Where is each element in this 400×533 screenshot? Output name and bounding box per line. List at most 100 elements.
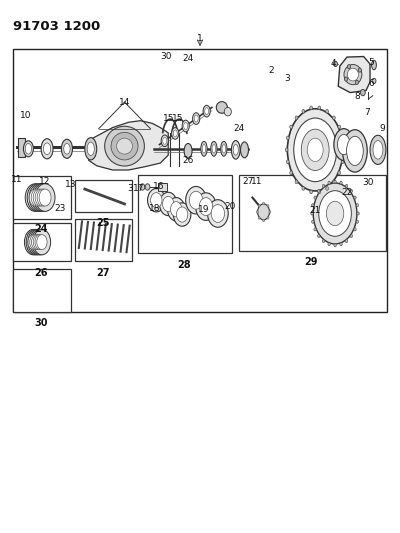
Text: 3: 3 bbox=[128, 183, 134, 192]
Circle shape bbox=[140, 184, 145, 190]
Ellipse shape bbox=[373, 141, 383, 159]
Bar bbox=[13, 269, 71, 312]
Text: 26: 26 bbox=[182, 156, 194, 165]
Circle shape bbox=[358, 68, 361, 72]
Ellipse shape bbox=[285, 148, 288, 152]
Bar bbox=[13, 223, 71, 261]
Ellipse shape bbox=[29, 184, 49, 212]
Ellipse shape bbox=[354, 196, 356, 199]
Ellipse shape bbox=[199, 198, 213, 215]
Ellipse shape bbox=[203, 106, 210, 117]
Text: 19: 19 bbox=[198, 205, 210, 214]
Text: 15: 15 bbox=[162, 114, 174, 123]
Text: 26: 26 bbox=[34, 268, 48, 278]
Ellipse shape bbox=[312, 220, 314, 223]
Ellipse shape bbox=[357, 212, 359, 215]
Ellipse shape bbox=[24, 141, 33, 157]
Ellipse shape bbox=[350, 189, 352, 192]
Ellipse shape bbox=[35, 235, 45, 249]
Ellipse shape bbox=[332, 116, 335, 119]
Text: 27: 27 bbox=[96, 268, 110, 278]
Ellipse shape bbox=[302, 109, 305, 113]
Ellipse shape bbox=[33, 229, 51, 255]
Ellipse shape bbox=[161, 135, 168, 147]
Ellipse shape bbox=[87, 142, 94, 156]
Bar bbox=[13, 176, 71, 219]
Ellipse shape bbox=[338, 134, 350, 155]
Ellipse shape bbox=[313, 183, 357, 244]
Text: 10: 10 bbox=[20, 111, 31, 120]
Ellipse shape bbox=[29, 189, 41, 206]
Ellipse shape bbox=[269, 211, 271, 213]
Ellipse shape bbox=[338, 171, 341, 175]
Ellipse shape bbox=[105, 126, 144, 166]
Ellipse shape bbox=[30, 229, 47, 255]
Ellipse shape bbox=[322, 184, 325, 188]
Ellipse shape bbox=[35, 184, 55, 212]
Ellipse shape bbox=[328, 181, 330, 184]
Ellipse shape bbox=[27, 184, 47, 212]
Ellipse shape bbox=[295, 180, 298, 184]
Ellipse shape bbox=[356, 220, 358, 223]
Ellipse shape bbox=[222, 144, 226, 153]
Ellipse shape bbox=[25, 184, 45, 212]
Ellipse shape bbox=[211, 141, 217, 156]
Ellipse shape bbox=[61, 139, 72, 158]
Ellipse shape bbox=[196, 193, 216, 220]
Text: 7: 7 bbox=[364, 108, 370, 117]
Ellipse shape bbox=[211, 205, 224, 222]
Bar bbox=[138, 175, 232, 253]
Ellipse shape bbox=[258, 204, 270, 220]
Ellipse shape bbox=[287, 109, 343, 191]
Ellipse shape bbox=[24, 229, 42, 255]
Ellipse shape bbox=[346, 136, 363, 165]
Ellipse shape bbox=[208, 200, 228, 227]
Ellipse shape bbox=[30, 235, 40, 249]
Ellipse shape bbox=[44, 143, 51, 155]
Text: 12: 12 bbox=[39, 177, 51, 186]
Ellipse shape bbox=[26, 229, 44, 255]
Ellipse shape bbox=[286, 160, 289, 164]
Ellipse shape bbox=[111, 132, 138, 160]
Text: 14: 14 bbox=[119, 98, 130, 107]
Polygon shape bbox=[89, 120, 168, 170]
Ellipse shape bbox=[194, 115, 198, 122]
Ellipse shape bbox=[37, 189, 49, 206]
Ellipse shape bbox=[312, 204, 314, 207]
Text: 5: 5 bbox=[368, 58, 374, 67]
Ellipse shape bbox=[39, 189, 51, 206]
Ellipse shape bbox=[318, 189, 320, 192]
Ellipse shape bbox=[182, 120, 189, 132]
Ellipse shape bbox=[173, 130, 177, 137]
Ellipse shape bbox=[370, 135, 386, 165]
Circle shape bbox=[355, 80, 358, 85]
Text: 23: 23 bbox=[54, 204, 66, 213]
Ellipse shape bbox=[314, 228, 316, 231]
Ellipse shape bbox=[233, 144, 238, 155]
Text: 2: 2 bbox=[269, 66, 274, 75]
Text: 18: 18 bbox=[148, 204, 160, 213]
Ellipse shape bbox=[356, 204, 358, 207]
Ellipse shape bbox=[286, 136, 289, 140]
Ellipse shape bbox=[186, 187, 206, 214]
Ellipse shape bbox=[172, 127, 179, 139]
Text: 1: 1 bbox=[197, 34, 203, 43]
Ellipse shape bbox=[201, 141, 207, 156]
Ellipse shape bbox=[290, 125, 292, 129]
Ellipse shape bbox=[231, 141, 240, 159]
Ellipse shape bbox=[326, 187, 328, 190]
Ellipse shape bbox=[334, 128, 354, 160]
Ellipse shape bbox=[148, 189, 165, 212]
Ellipse shape bbox=[294, 118, 337, 182]
Ellipse shape bbox=[267, 216, 269, 219]
Ellipse shape bbox=[338, 125, 341, 129]
Ellipse shape bbox=[295, 116, 298, 119]
Text: 30: 30 bbox=[160, 52, 172, 61]
Ellipse shape bbox=[342, 148, 345, 152]
Text: 21: 21 bbox=[310, 206, 321, 215]
Circle shape bbox=[372, 78, 376, 84]
Ellipse shape bbox=[372, 60, 376, 70]
Ellipse shape bbox=[240, 142, 248, 158]
Ellipse shape bbox=[350, 235, 352, 238]
Ellipse shape bbox=[334, 244, 336, 247]
